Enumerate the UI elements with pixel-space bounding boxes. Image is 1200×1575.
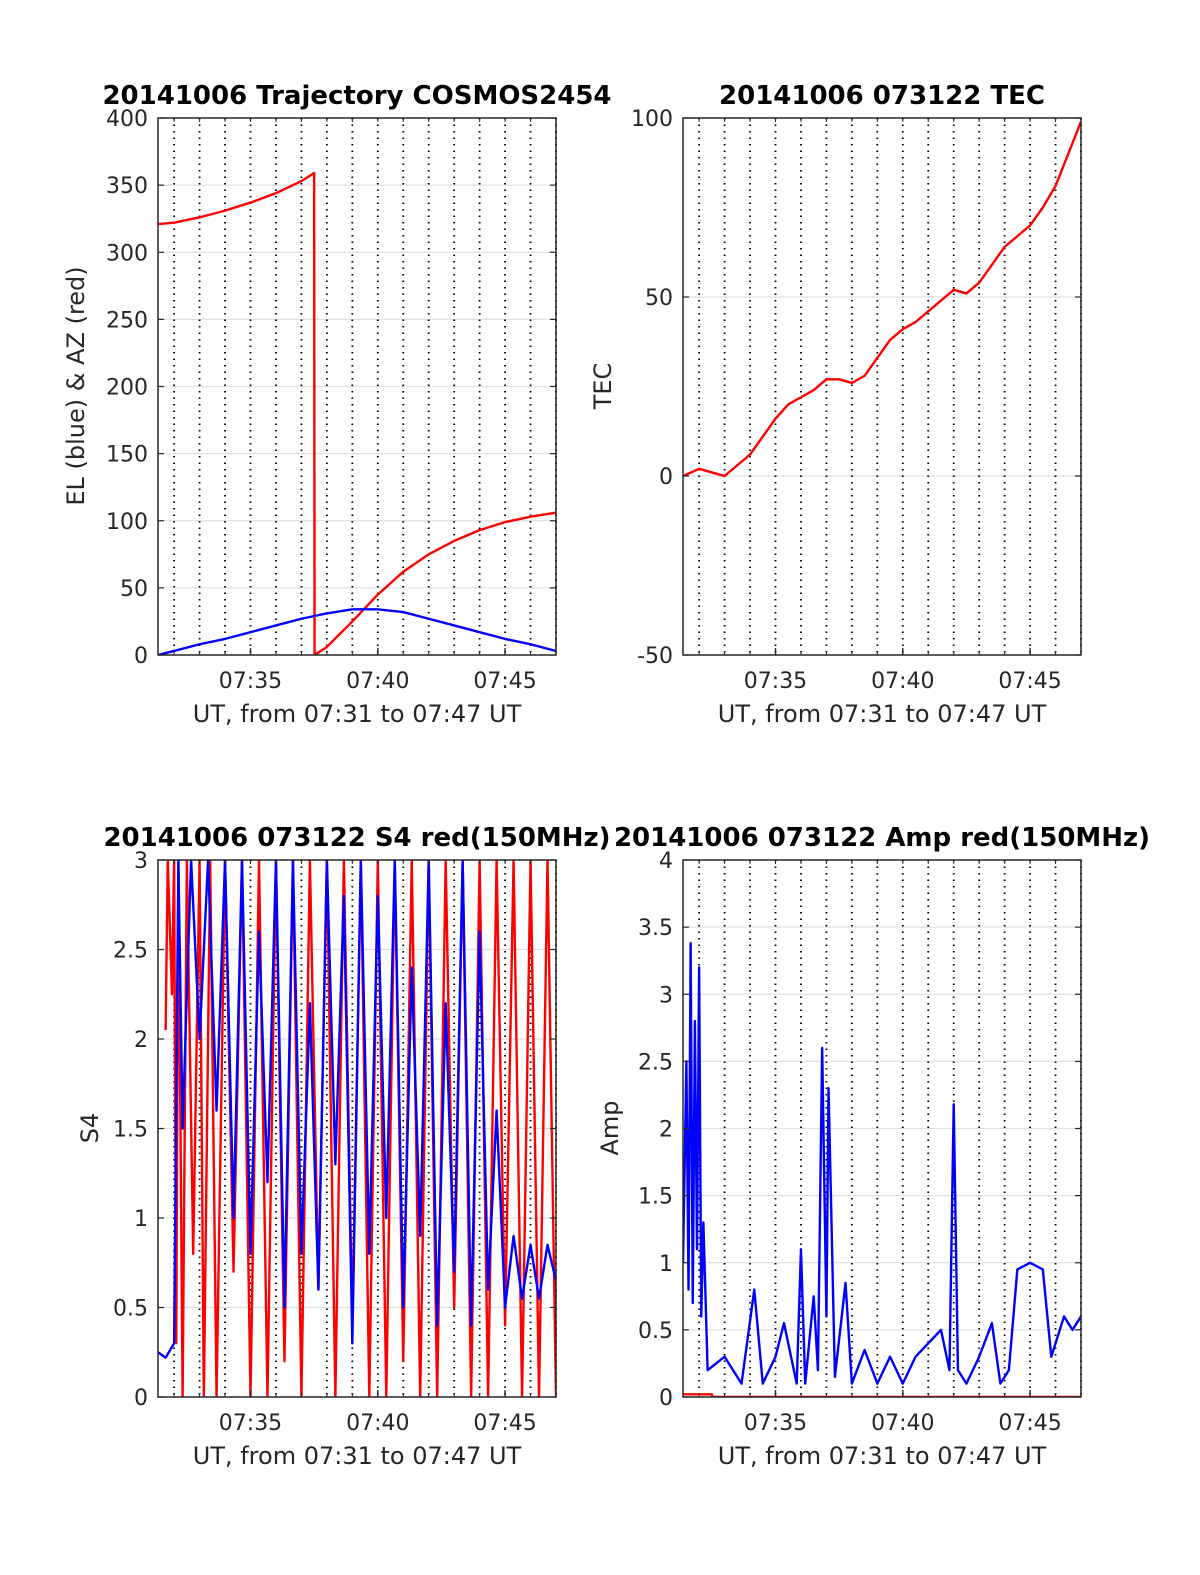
y-tick-label: 1.5 [638, 1185, 673, 1210]
y-tick-label: 350 [106, 174, 148, 199]
y-tick-label: 100 [631, 107, 673, 132]
series-line-blue [683, 942, 1081, 1385]
series-trajectory [158, 171, 556, 655]
panel-s4: 0 0.5 1 1.5 2 2.5 3 07:35 07:40 07:45 20141006 07… [76, 823, 611, 1470]
x-tick-label: 07:40 [871, 669, 934, 694]
y-tick-label: 4 [659, 849, 673, 874]
ticks-tec: -50 0 50 100 07:35 07:40 07:45 [631, 107, 1082, 694]
ylabel-trajectory: EL (blue) & AZ (red) [62, 266, 90, 505]
y-tick-label: 0 [134, 1386, 148, 1411]
y-tick-label: 200 [106, 376, 148, 401]
y-tick-label: 2 [659, 1118, 673, 1143]
title-trajectory: 20141006 Trajectory COSMOS2454 [102, 81, 611, 111]
series-tec [683, 121, 1081, 478]
ticks-s4: 0 0.5 1 1.5 2 2.5 3 07:35 07:40 07:45 [113, 849, 557, 1436]
ylabel-tec: TEC [589, 363, 617, 411]
x-tick-label: 07:35 [744, 669, 807, 694]
grid-trajectory [158, 118, 557, 655]
x-tick-label: 07:35 [744, 1411, 807, 1436]
y-tick-label: 150 [106, 443, 148, 468]
y-tick-label: 100 [106, 510, 148, 535]
y-tick-label: 3 [134, 849, 148, 874]
x-tick-label: 07:40 [346, 669, 409, 694]
y-tick-label: 2.5 [638, 1050, 673, 1075]
y-tick-label: 50 [645, 286, 673, 311]
y-tick-label: 1.5 [113, 1118, 148, 1143]
xlabel-s4: UT, from 07:31 to 07:47 UT [193, 1442, 522, 1470]
panel-amp: 0 0.5 1 1.5 2 2.5 3 3.5 4 07:35 07:40 07:45 2014100… [596, 823, 1150, 1470]
x-tick-label: 07:40 [871, 1411, 934, 1436]
title-s4: 20141006 073122 S4 red(150MHz) [103, 823, 610, 853]
x-tick-label: 07:45 [998, 669, 1061, 694]
y-tick-label: 0 [659, 465, 673, 490]
series-amp [683, 942, 1081, 1397]
x-tick-label: 07:45 [473, 669, 536, 694]
y-tick-label: 1 [134, 1207, 148, 1232]
grid-tec [683, 118, 1082, 655]
y-tick-label: 250 [106, 308, 148, 333]
y-tick-label: 50 [120, 577, 148, 602]
y-tick-label: 300 [106, 241, 148, 266]
y-tick-label: 3 [659, 983, 673, 1008]
y-tick-label: 2.5 [113, 939, 148, 964]
series-line-red [683, 1393, 1081, 1397]
x-tick-label: 07:35 [219, 669, 282, 694]
panel-tec: -50 0 50 100 07:35 07:40 07:45 20141006 073122… [589, 81, 1082, 728]
x-tick-label: 07:45 [998, 1411, 1061, 1436]
xlabel-amp: UT, from 07:31 to 07:47 UT [718, 1442, 1047, 1470]
y-tick-label: 400 [106, 107, 148, 132]
title-tec: 20141006 073122 TEC [719, 81, 1045, 111]
y-tick-label: 0.5 [113, 1297, 148, 1322]
x-tick-label: 07:35 [219, 1411, 282, 1436]
ylabel-s4: S4 [76, 1113, 104, 1144]
series-line-red [683, 121, 1081, 478]
y-tick-label: -50 [637, 644, 673, 669]
axes-box-tec [682, 117, 1082, 656]
xlabel-trajectory: UT, from 07:31 to 07:47 UT [193, 700, 522, 728]
y-tick-label: 2 [134, 1028, 148, 1053]
title-amp: 20141006 073122 Amp red(150MHz) [614, 823, 1150, 853]
series-s4 [158, 860, 556, 1397]
y-tick-label: 3.5 [638, 916, 673, 941]
ticks-trajectory: 0 50 100 150 200 250 300 350 400 07:35 07:40 07:45 [106, 107, 557, 694]
y-tick-label: 1 [659, 1252, 673, 1277]
x-tick-label: 07:45 [473, 1411, 536, 1436]
y-tick-label: 0 [134, 644, 148, 669]
series-line-blue [158, 860, 556, 1359]
x-tick-label: 07:40 [346, 1411, 409, 1436]
ticks-amp: 0 0.5 1 1.5 2 2.5 3 3.5 4 07:35 07:40 07:45 [638, 849, 1082, 1436]
series-line-red [158, 171, 556, 655]
ylabel-amp: Amp [596, 1100, 624, 1155]
xlabel-tec: UT, from 07:31 to 07:47 UT [718, 700, 1047, 728]
y-tick-label: 0 [659, 1386, 673, 1411]
series-line-blue [158, 608, 556, 655]
grid-amp [683, 860, 1082, 1397]
y-tick-label: 0.5 [638, 1319, 673, 1344]
